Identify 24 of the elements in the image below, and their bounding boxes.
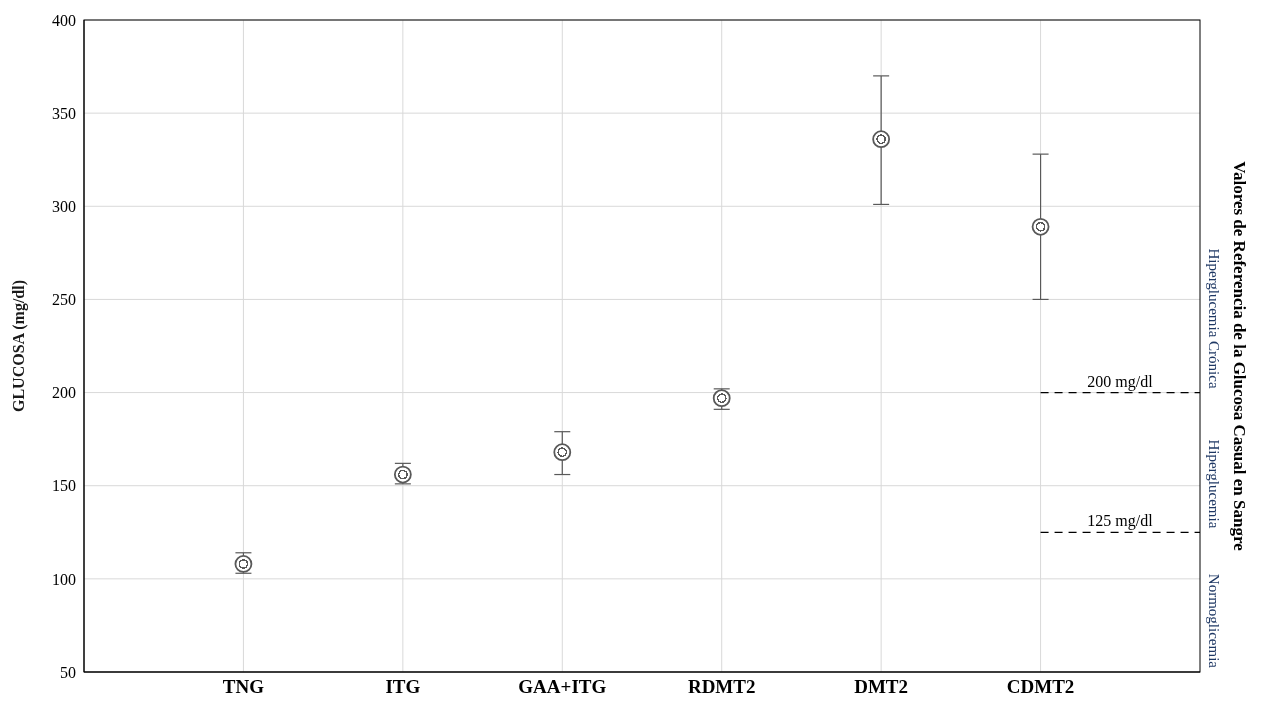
y-tick-label: 150 bbox=[52, 477, 76, 495]
point bbox=[1031, 217, 1050, 236]
y-tick-label: 200 bbox=[52, 384, 76, 402]
point bbox=[872, 130, 891, 149]
y-axis-title: GLUCOSA (mg/dl) bbox=[9, 279, 28, 413]
text: Hiperglucemia Crónica bbox=[1205, 248, 1222, 389]
y-tick-label: 50 bbox=[60, 663, 76, 681]
y-tick-label: 250 bbox=[52, 291, 76, 309]
y-tick-label: 350 bbox=[52, 104, 76, 122]
y-tick-label: 300 bbox=[52, 197, 76, 215]
x-tick-label: ITG bbox=[385, 676, 421, 698]
x-tick-label: DMT2 bbox=[854, 676, 909, 698]
text: Normoglicemia bbox=[1205, 573, 1222, 669]
ref-line-label: 125 mg/dl bbox=[1087, 512, 1154, 531]
text: Hiperglucemia bbox=[1205, 439, 1222, 529]
x-tick-label: TNG bbox=[222, 676, 265, 698]
x-tick-label: CDMT2 bbox=[1006, 676, 1075, 698]
x-tick-label: GAA+ITG bbox=[518, 676, 607, 698]
ref-line-label: 200 mg/dl bbox=[1087, 372, 1154, 391]
point bbox=[553, 443, 572, 462]
x-tick-label: RDMT2 bbox=[687, 676, 756, 698]
y-tick-label: 100 bbox=[52, 570, 76, 588]
y-tick-label: 400 bbox=[52, 11, 76, 29]
y2-axis-title: Valores de Referencia de la Glucosa Casual en Sangre bbox=[1230, 161, 1250, 552]
